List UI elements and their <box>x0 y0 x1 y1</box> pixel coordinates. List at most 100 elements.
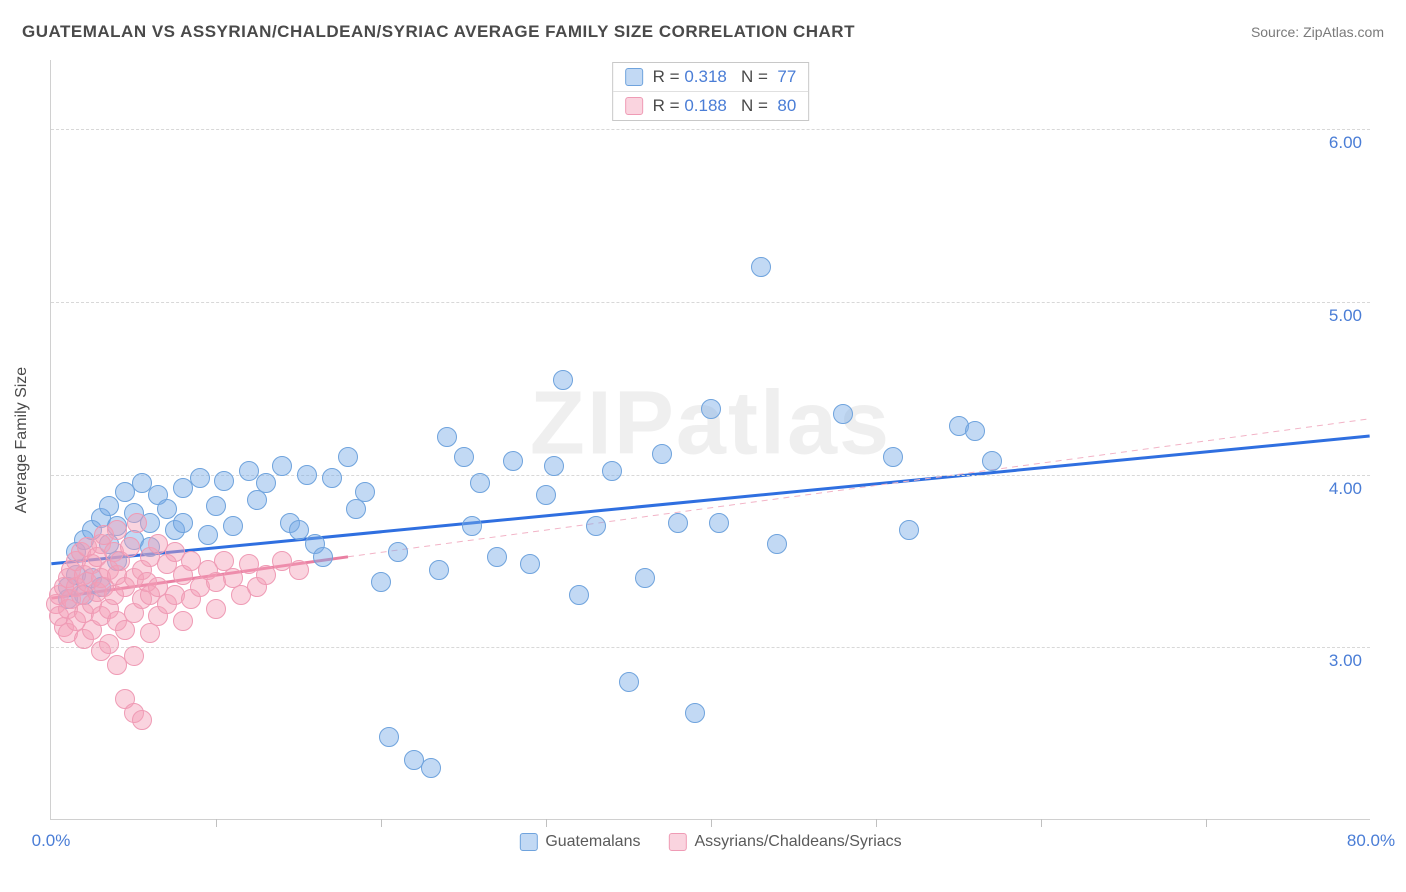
x-tick <box>876 819 877 827</box>
data-point-guatemalans <box>206 496 226 516</box>
stats-text-guatemalans: R = 0.318 N = 77 <box>653 67 797 87</box>
trend-extrapolate-assyrians <box>348 419 1370 557</box>
data-point-assyrians <box>107 520 127 540</box>
data-point-guatemalans <box>883 447 903 467</box>
data-point-guatemalans <box>272 456 292 476</box>
data-point-guatemalans <box>173 513 193 533</box>
data-point-guatemalans <box>833 404 853 424</box>
data-point-guatemalans <box>685 703 705 723</box>
data-point-assyrians <box>115 620 135 640</box>
stats-swatch-guatemalans <box>625 68 643 86</box>
stats-legend-box: R = 0.318 N = 77 R = 0.188 N = 80 <box>612 62 810 121</box>
y-axis-label: Average Family Size <box>13 367 31 513</box>
data-point-assyrians <box>289 560 309 580</box>
data-point-guatemalans <box>767 534 787 554</box>
stats-swatch-assyrians <box>625 97 643 115</box>
data-point-guatemalans <box>297 465 317 485</box>
data-point-assyrians <box>206 599 226 619</box>
legend-label-guatemalans: Guatemalans <box>545 833 640 851</box>
y-tick-label: 6.00 <box>1329 133 1362 153</box>
x-tick <box>216 819 217 827</box>
data-point-guatemalans <box>371 572 391 592</box>
x-tick <box>711 819 712 827</box>
data-point-assyrians <box>124 646 144 666</box>
data-point-guatemalans <box>751 257 771 277</box>
plot-area: ZIPatlas R = 0.318 N = 77 R = 0.188 N = 8… <box>50 60 1370 820</box>
stats-row-guatemalans: R = 0.318 N = 77 <box>613 63 809 91</box>
data-point-guatemalans <box>157 499 177 519</box>
data-point-guatemalans <box>289 520 309 540</box>
data-point-guatemalans <box>470 473 490 493</box>
data-point-guatemalans <box>619 672 639 692</box>
data-point-guatemalans <box>190 468 210 488</box>
gridline-h <box>51 129 1370 130</box>
data-point-guatemalans <box>313 547 333 567</box>
y-tick-label: 3.00 <box>1329 651 1362 671</box>
data-point-guatemalans <box>454 447 474 467</box>
legend-label-assyrians: Assyrians/Chaldeans/Syriacs <box>694 833 901 851</box>
data-point-assyrians <box>127 513 147 533</box>
data-point-guatemalans <box>668 513 688 533</box>
data-point-guatemalans <box>553 370 573 390</box>
data-point-guatemalans <box>355 482 375 502</box>
stats-row-assyrians: R = 0.188 N = 80 <box>613 91 809 120</box>
data-point-guatemalans <box>709 513 729 533</box>
data-point-guatemalans <box>503 451 523 471</box>
y-tick-label: 4.00 <box>1329 479 1362 499</box>
chart-title: GUATEMALAN VS ASSYRIAN/CHALDEAN/SYRIAC A… <box>22 22 855 42</box>
data-point-guatemalans <box>338 447 358 467</box>
data-point-guatemalans <box>586 516 606 536</box>
data-point-guatemalans <box>99 496 119 516</box>
data-point-guatemalans <box>520 554 540 574</box>
data-point-guatemalans <box>388 542 408 562</box>
legend-item-assyrians: Assyrians/Chaldeans/Syriacs <box>668 833 901 851</box>
data-point-guatemalans <box>198 525 218 545</box>
x-tick-label-left: 0.0% <box>32 831 71 851</box>
data-point-guatemalans <box>602 461 622 481</box>
data-point-guatemalans <box>462 516 482 536</box>
data-point-guatemalans <box>437 427 457 447</box>
gridline-h <box>51 302 1370 303</box>
data-point-guatemalans <box>379 727 399 747</box>
x-tick-label-right: 80.0% <box>1347 831 1395 851</box>
x-tick <box>1041 819 1042 827</box>
x-tick <box>381 819 382 827</box>
data-point-assyrians <box>120 537 140 557</box>
data-point-assyrians <box>99 634 119 654</box>
data-point-guatemalans <box>899 520 919 540</box>
data-point-guatemalans <box>223 516 243 536</box>
data-point-guatemalans <box>544 456 564 476</box>
data-point-guatemalans <box>256 473 276 493</box>
data-point-guatemalans <box>982 451 1002 471</box>
data-point-guatemalans <box>652 444 672 464</box>
data-point-guatemalans <box>536 485 556 505</box>
x-tick <box>1206 819 1207 827</box>
stats-text-assyrians: R = 0.188 N = 80 <box>653 96 797 116</box>
data-point-guatemalans <box>429 560 449 580</box>
data-point-assyrians <box>256 565 276 585</box>
data-point-guatemalans <box>701 399 721 419</box>
data-point-guatemalans <box>635 568 655 588</box>
source-attribution: Source: ZipAtlas.com <box>1251 24 1384 40</box>
data-point-guatemalans <box>247 490 267 510</box>
data-point-guatemalans <box>346 499 366 519</box>
series-legend: Guatemalans Assyrians/Chaldeans/Syriacs <box>519 833 901 851</box>
legend-swatch-assyrians <box>668 833 686 851</box>
data-point-guatemalans <box>322 468 342 488</box>
y-tick-label: 5.00 <box>1329 306 1362 326</box>
trend-lines-svg <box>51 60 1370 819</box>
x-tick <box>546 819 547 827</box>
source-prefix: Source: <box>1251 24 1303 40</box>
source-name: ZipAtlas.com <box>1303 24 1384 40</box>
watermark: ZIPatlas <box>530 373 891 476</box>
data-point-guatemalans <box>965 421 985 441</box>
gridline-h <box>51 647 1370 648</box>
data-point-assyrians <box>173 611 193 631</box>
legend-swatch-guatemalans <box>519 833 537 851</box>
data-point-assyrians <box>132 710 152 730</box>
chart-header: GUATEMALAN VS ASSYRIAN/CHALDEAN/SYRIAC A… <box>22 22 1384 42</box>
data-point-guatemalans <box>214 471 234 491</box>
data-point-guatemalans <box>569 585 589 605</box>
legend-item-guatemalans: Guatemalans <box>519 833 640 851</box>
data-point-guatemalans <box>421 758 441 778</box>
